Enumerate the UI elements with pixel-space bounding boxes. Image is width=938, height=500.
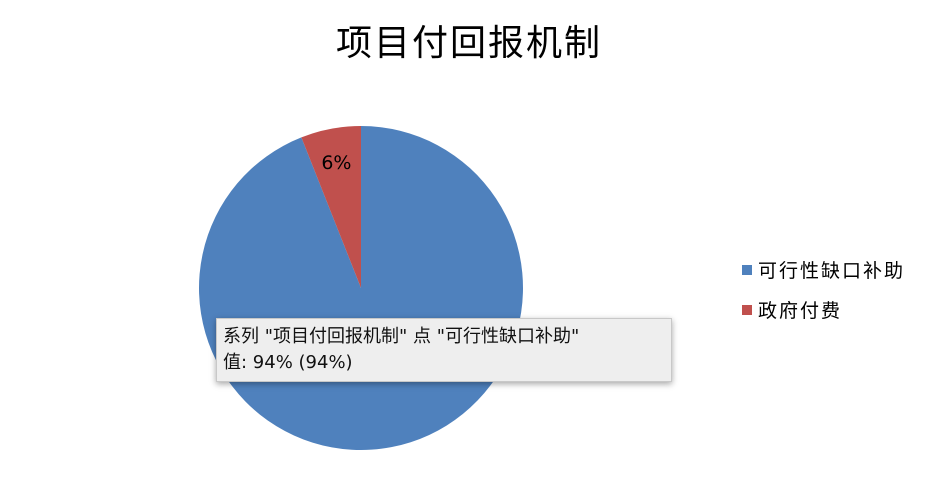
legend-label: 政府付费	[758, 300, 843, 322]
legend-swatch	[742, 264, 752, 275]
pie-slice-1[interactable]	[301, 126, 361, 288]
tooltip-value: 值: 94% (94%)	[223, 352, 353, 373]
legend-label: 可行性缺口补助	[758, 260, 906, 282]
tooltip-series: 系列 "项目付回报机制" 点 "可行性缺口补助"	[223, 326, 580, 347]
legend-swatch	[742, 304, 752, 315]
legend-item-viability-gap[interactable]: 可行性缺口补助	[742, 256, 905, 283]
data-label-gov-fee: 6%	[321, 151, 352, 174]
tooltip: 系列 "项目付回报机制" 点 "可行性缺口补助" 值: 94% (94%)	[216, 318, 672, 382]
chart-title: 项目付回报机制	[335, 23, 602, 64]
legend-item-gov-fee[interactable]: 政府付费	[742, 296, 842, 323]
